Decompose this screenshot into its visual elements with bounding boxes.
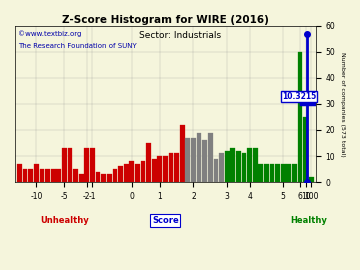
Bar	[163, 156, 168, 182]
Bar	[17, 164, 22, 182]
Bar	[225, 151, 230, 182]
Bar	[62, 148, 67, 182]
Bar	[85, 148, 89, 182]
Bar	[298, 52, 302, 182]
Bar	[197, 133, 202, 182]
Bar	[213, 158, 218, 182]
Bar	[208, 133, 213, 182]
Bar	[57, 169, 61, 182]
Text: Sector: Industrials: Sector: Industrials	[139, 31, 221, 40]
Bar	[309, 177, 314, 182]
Bar	[79, 174, 84, 182]
Text: 10.3215: 10.3215	[282, 92, 316, 101]
Bar	[219, 153, 224, 182]
Bar	[281, 164, 285, 182]
Bar	[73, 169, 78, 182]
Bar	[264, 164, 269, 182]
Bar	[23, 169, 27, 182]
Bar	[168, 153, 174, 182]
Bar	[236, 151, 241, 182]
Bar	[68, 148, 72, 182]
Bar	[191, 138, 196, 182]
Bar	[107, 174, 112, 182]
Y-axis label: Number of companies (573 total): Number of companies (573 total)	[340, 52, 345, 156]
Bar	[202, 140, 207, 182]
Text: The Research Foundation of SUNY: The Research Foundation of SUNY	[18, 43, 137, 49]
Bar	[258, 164, 263, 182]
Bar	[247, 148, 252, 182]
Bar	[152, 158, 157, 182]
Bar	[180, 125, 185, 182]
Bar	[129, 161, 134, 182]
Bar	[253, 148, 258, 182]
Bar	[146, 143, 151, 182]
Title: Z-Score Histogram for WIRE (2016): Z-Score Histogram for WIRE (2016)	[62, 15, 269, 25]
Bar	[118, 166, 123, 182]
Bar	[90, 148, 95, 182]
Text: Healthy: Healthy	[290, 216, 327, 225]
Bar	[157, 156, 162, 182]
Bar	[230, 148, 235, 182]
Bar	[275, 164, 280, 182]
Bar	[28, 169, 33, 182]
Bar	[242, 153, 246, 182]
Bar	[140, 161, 145, 182]
Text: Score: Score	[152, 216, 179, 225]
Bar	[135, 164, 140, 182]
Bar	[51, 169, 55, 182]
Bar	[270, 164, 274, 182]
Bar	[303, 117, 308, 182]
Bar	[113, 169, 117, 182]
Bar	[34, 164, 39, 182]
Bar	[292, 164, 297, 182]
Bar	[40, 169, 44, 182]
Bar	[124, 164, 129, 182]
Bar	[174, 153, 179, 182]
Bar	[96, 172, 100, 182]
Text: ©www.textbiz.org: ©www.textbiz.org	[18, 31, 81, 37]
Bar	[287, 164, 291, 182]
Bar	[45, 169, 50, 182]
Bar	[101, 174, 106, 182]
Text: Unhealthy: Unhealthy	[40, 216, 89, 225]
Bar	[185, 138, 190, 182]
